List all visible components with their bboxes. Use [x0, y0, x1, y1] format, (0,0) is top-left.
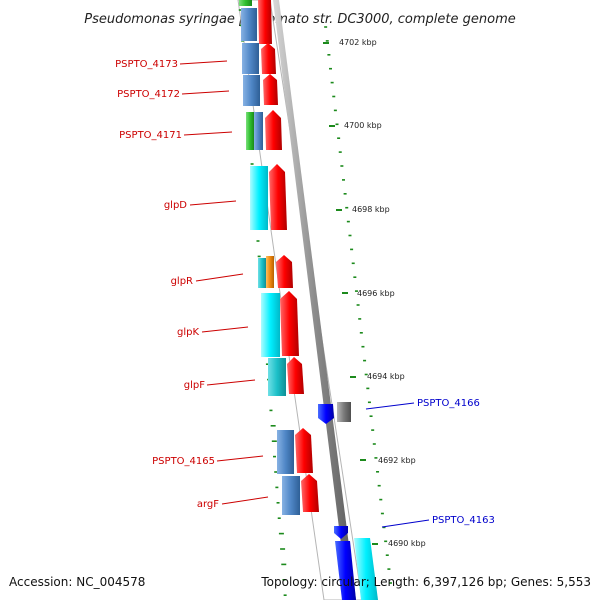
forward-gene-arrow[interactable]	[295, 428, 313, 473]
gene-block-steel[interactable]	[254, 112, 263, 150]
gene-block-steel[interactable]	[241, 8, 257, 41]
gene-block-steel[interactable]	[282, 476, 300, 515]
gene-label-glpf[interactable]: glpF	[184, 380, 205, 391]
gene-label-pspto-4173[interactable]: PSPTO_4173	[115, 59, 178, 70]
gene-block-green[interactable]	[239, 0, 252, 6]
reverse-gene-arrow[interactable]	[334, 526, 348, 539]
scale-label-4694: 4694 kbp	[367, 372, 405, 381]
gene-block-steel[interactable]	[277, 430, 294, 474]
gene-block-gray[interactable]	[337, 402, 351, 422]
gene-label-pspto-4166[interactable]: PSPTO_4166	[417, 398, 480, 409]
forward-gene-arrow[interactable]	[287, 357, 304, 394]
forward-gene-arrow[interactable]	[301, 474, 319, 512]
forward-gene-arrow[interactable]	[261, 43, 276, 74]
gene-block-cyan[interactable]	[354, 538, 378, 600]
genome-backbone	[273, 0, 356, 600]
forward-gene-arrow[interactable]	[269, 164, 287, 230]
gene-block-teal[interactable]	[258, 258, 266, 288]
gene-label-argf[interactable]: argF	[197, 499, 219, 510]
gene-label-glpr[interactable]: glpR	[171, 276, 193, 287]
gene-label-pspto-4165[interactable]: PSPTO_4165	[152, 456, 215, 467]
scale-label-4690: 4690 kbp	[388, 539, 426, 548]
gene-block-green[interactable]	[246, 112, 254, 150]
scale-label-4698: 4698 kbp	[352, 205, 390, 214]
forward-gene-arrow[interactable]	[258, 0, 272, 44]
forward-gene-arrow[interactable]	[263, 74, 278, 105]
gene-block-steel[interactable]	[243, 75, 260, 106]
forward-gene-arrow[interactable]	[265, 110, 282, 150]
gene-label-pspto-4171[interactable]: PSPTO_4171	[119, 130, 182, 141]
scale-label-4700: 4700 kbp	[344, 121, 382, 130]
gene-block-cyan[interactable]	[261, 293, 280, 357]
gene-block-orange[interactable]	[266, 256, 274, 288]
gene-label-pspto-4163[interactable]: PSPTO_4163	[432, 515, 495, 526]
forward-gene-arrow[interactable]	[280, 291, 299, 356]
reverse-gene-arrow[interactable]	[318, 404, 334, 424]
scale-label-4696: 4696 kbp	[357, 289, 395, 298]
forward-gene-arrow[interactable]	[276, 255, 293, 288]
scale-label-4692: 4692 kbp	[378, 456, 416, 465]
map-title: Pseudomonas syringae pv. tomato str. DC3…	[84, 12, 516, 27]
label-leaders	[179, 60, 430, 528]
reverse-gene-arrow[interactable]	[335, 541, 356, 600]
scale-label-4702: 4702 kbp	[339, 38, 377, 47]
gene-label-glpk[interactable]: glpK	[177, 327, 199, 338]
gene-block-teal[interactable]	[268, 358, 286, 396]
gene-block-cyan[interactable]	[250, 166, 268, 230]
gene-label-glpd[interactable]: glpD	[164, 200, 187, 211]
gene-label-pspto-4172[interactable]: PSPTO_4172	[117, 89, 180, 100]
gene-blocks	[239, 0, 378, 600]
accession-text: Accession: NC_004578	[9, 575, 145, 589]
gene-block-steel[interactable]	[242, 43, 259, 74]
genome-summary-text: Topology: circular; Length: 6,397,126 bp…	[260, 575, 591, 589]
